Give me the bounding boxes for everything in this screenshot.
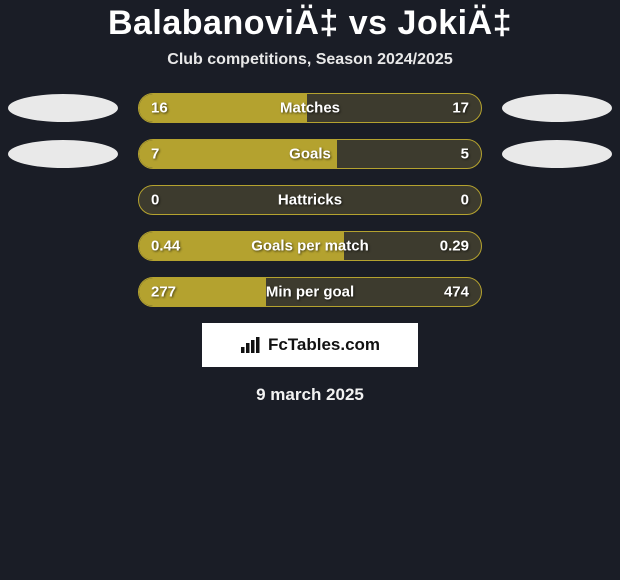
stat-row: 0.44 Goals per match 0.29 — [0, 231, 620, 261]
stat-value-right: 5 — [461, 146, 469, 163]
stat-bar: 7 Goals 5 — [138, 139, 482, 169]
stat-value-left: 16 — [151, 100, 168, 117]
player-right-marker — [502, 140, 612, 168]
stats-container: 16 Matches 17 7 Goals 5 0 Hattricks 0 0.44 Goals p… — [0, 93, 620, 307]
stat-label: Hattricks — [278, 192, 342, 209]
stat-bar: 16 Matches 17 — [138, 93, 482, 123]
stat-label: Goals per match — [251, 238, 369, 255]
brand-text: FcTables.com — [268, 335, 380, 355]
stat-bar: 0.44 Goals per match 0.29 — [138, 231, 482, 261]
date-label: 9 march 2025 — [0, 385, 620, 405]
stat-row: 7 Goals 5 — [0, 139, 620, 169]
page-title: BalabanoviÄ‡ vs JokiÄ‡ — [0, 4, 620, 43]
stat-bar: 277 Min per goal 474 — [138, 277, 482, 307]
stat-bar: 0 Hattricks 0 — [138, 185, 482, 215]
stat-value-left: 0.44 — [151, 238, 180, 255]
stat-value-left: 277 — [151, 284, 176, 301]
stat-row: 0 Hattricks 0 — [0, 185, 620, 215]
stat-label: Min per goal — [266, 284, 354, 301]
stat-value-right: 0 — [461, 192, 469, 209]
stat-value-right: 17 — [452, 100, 469, 117]
stat-row: 16 Matches 17 — [0, 93, 620, 123]
stat-row: 277 Min per goal 474 — [0, 277, 620, 307]
player-left-marker — [8, 94, 118, 122]
stat-label: Goals — [289, 146, 331, 163]
stat-value-right: 0.29 — [440, 238, 469, 255]
player-left-marker — [8, 140, 118, 168]
stat-value-left: 0 — [151, 192, 159, 209]
stat-value-right: 474 — [444, 284, 469, 301]
stat-value-left: 7 — [151, 146, 159, 163]
comparison-widget: BalabanoviÄ‡ vs JokiÄ‡ Club competitions… — [0, 0, 620, 405]
brand-badge[interactable]: FcTables.com — [202, 323, 418, 367]
subtitle: Club competitions, Season 2024/2025 — [0, 51, 620, 69]
player-right-marker — [502, 94, 612, 122]
bar-chart-icon — [240, 336, 262, 354]
stat-label: Matches — [280, 100, 340, 117]
